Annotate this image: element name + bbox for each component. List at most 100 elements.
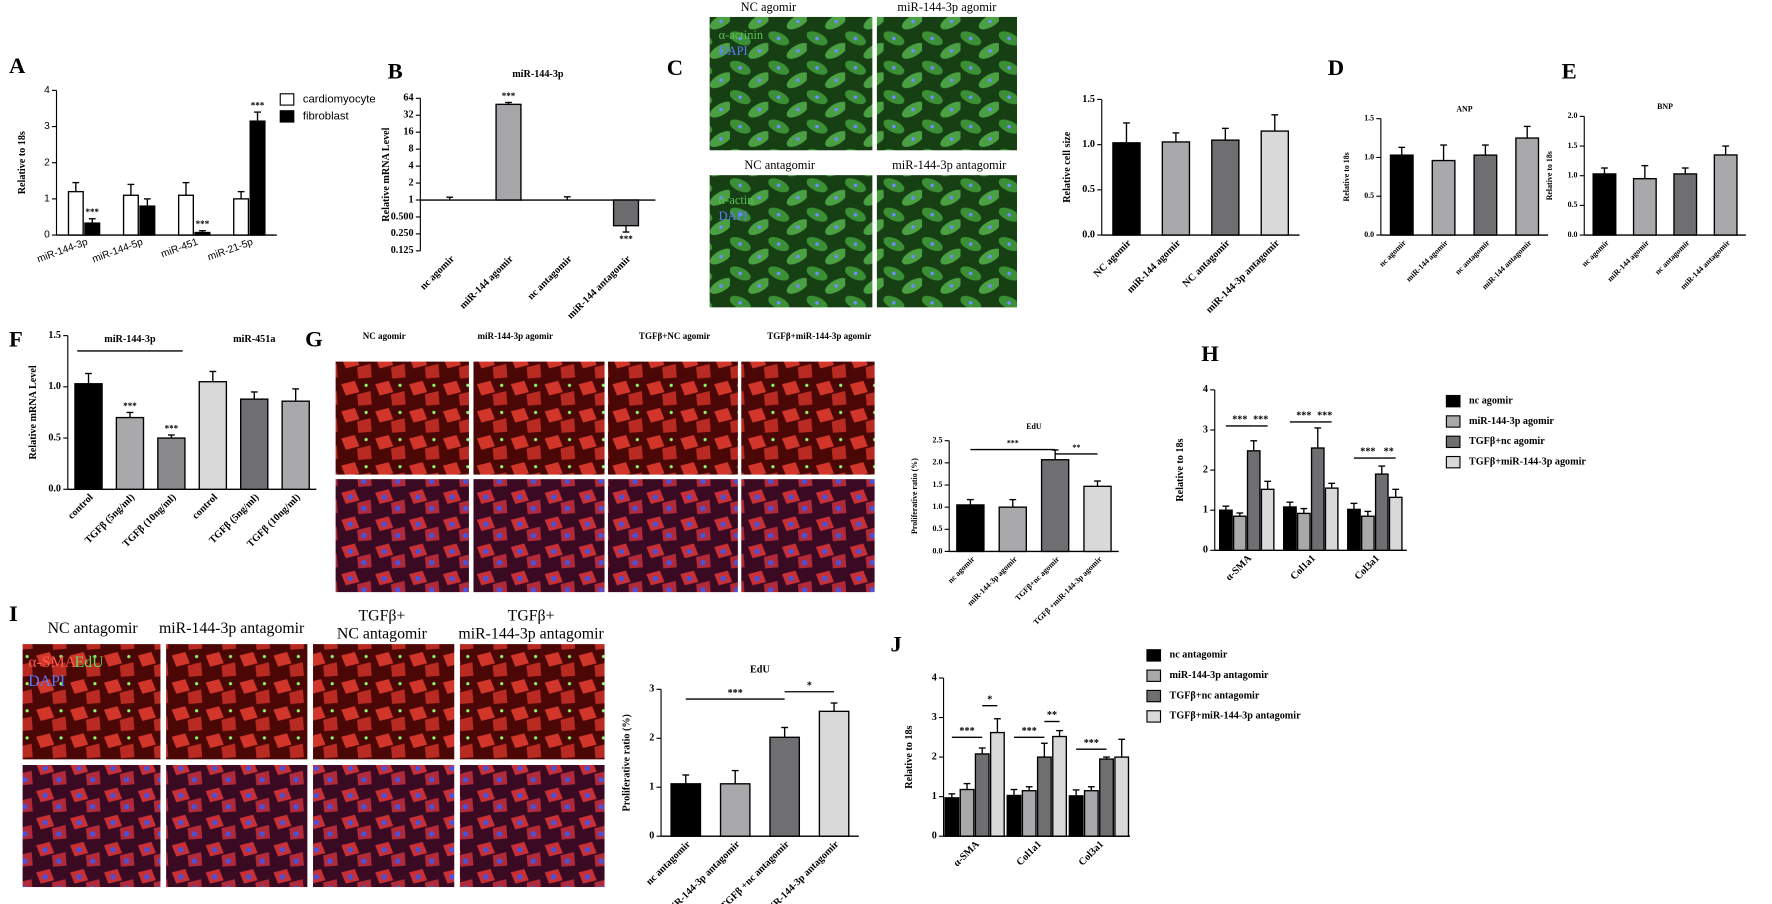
micrograph bbox=[473, 361, 605, 475]
error-bar bbox=[731, 769, 739, 784]
y-tick-label: 0 bbox=[1203, 545, 1208, 556]
x-tick-label: nc agomir bbox=[1377, 238, 1408, 269]
panel-letter: A bbox=[9, 53, 26, 78]
y-tick-label: 0.5 bbox=[1082, 184, 1095, 195]
micrograph bbox=[473, 479, 605, 593]
panel-letter: B bbox=[388, 59, 403, 84]
y-tick-label: 1 bbox=[1203, 505, 1208, 516]
error-bar bbox=[250, 391, 258, 400]
bar bbox=[1246, 450, 1261, 551]
panel-letter: C bbox=[667, 55, 683, 80]
x-tick-label: Col3a1 bbox=[1353, 553, 1382, 582]
y-tick-label: 1.0 bbox=[1082, 139, 1095, 150]
legend-swatch bbox=[1146, 689, 1162, 703]
y-tick-label: 4 bbox=[932, 672, 937, 683]
bar bbox=[233, 198, 250, 236]
micrograph bbox=[313, 644, 455, 760]
bar bbox=[249, 120, 266, 236]
y-tick-label: 2.0 bbox=[1568, 111, 1578, 120]
legend-swatch bbox=[1445, 435, 1461, 449]
significance: * bbox=[807, 680, 812, 691]
legend-label: miR-144-3p agomir bbox=[1469, 416, 1554, 427]
bar bbox=[612, 199, 640, 227]
y-tick-label: 1.0 bbox=[48, 381, 61, 392]
y-tick-label: 1 bbox=[932, 791, 937, 802]
error-bar bbox=[1350, 502, 1358, 510]
significance: *** bbox=[1232, 415, 1247, 426]
chart-title: miR-144-3p bbox=[512, 69, 564, 80]
micrograph bbox=[166, 644, 308, 760]
y-tick-label: 0 bbox=[932, 831, 937, 842]
error-bar bbox=[1087, 786, 1095, 791]
chart-title: EdU bbox=[1026, 422, 1042, 431]
x-tick-label: nc agomir bbox=[1580, 238, 1611, 269]
error-bar bbox=[1025, 786, 1033, 791]
x-tick-label: Col3a1 bbox=[1077, 839, 1106, 868]
panel-letter: I bbox=[9, 601, 18, 626]
legend-label: cardiomyocyte bbox=[303, 93, 376, 105]
error-bar bbox=[182, 181, 190, 196]
y-tick-label: 0.0 bbox=[933, 546, 943, 555]
significance: ** bbox=[1072, 443, 1080, 452]
error-bar bbox=[1094, 480, 1101, 487]
y-axis-label: Proliferative ratio (%) bbox=[621, 714, 632, 811]
error-bar bbox=[563, 196, 571, 201]
bar bbox=[1260, 130, 1290, 236]
stain-label: α-actin bbox=[719, 193, 755, 207]
significance: *** bbox=[1296, 411, 1311, 422]
significance: *** bbox=[85, 207, 99, 217]
stain-label: EdU bbox=[75, 654, 105, 671]
error-bar bbox=[966, 498, 974, 505]
error-bar bbox=[254, 111, 261, 122]
error-bar bbox=[1378, 465, 1386, 475]
panel-letter: H bbox=[1201, 341, 1219, 366]
x-tick-label: NC antagomir bbox=[1181, 237, 1233, 289]
bar bbox=[1296, 512, 1311, 551]
group-label: miR-451a bbox=[233, 334, 275, 345]
error-bar bbox=[1172, 132, 1180, 142]
x-tick-label: miR-451 bbox=[160, 237, 200, 261]
bar bbox=[1310, 447, 1325, 551]
significance: *** bbox=[1084, 738, 1099, 749]
legend-swatch bbox=[1146, 710, 1162, 723]
y-tick-label: 16 bbox=[403, 127, 413, 138]
bar bbox=[1040, 459, 1070, 553]
error-bar bbox=[1286, 501, 1294, 507]
bar bbox=[1260, 488, 1275, 551]
y-tick-label: 4 bbox=[1203, 384, 1208, 395]
significance: *** bbox=[619, 234, 633, 244]
stain-label: α-actinin bbox=[719, 28, 764, 42]
error-bar bbox=[622, 225, 630, 233]
bar bbox=[1211, 139, 1240, 236]
error-bar bbox=[1523, 125, 1531, 139]
y-tick-label: 1.5 bbox=[1364, 113, 1374, 122]
image-label: NC antagomir bbox=[337, 626, 428, 643]
x-tick-label: miR-21-5p bbox=[206, 237, 255, 264]
y-tick-label: 2 bbox=[932, 751, 937, 762]
bar bbox=[1374, 473, 1389, 551]
bar bbox=[1360, 515, 1375, 551]
error-bar bbox=[994, 718, 1001, 733]
x-tick-label: control bbox=[190, 492, 220, 522]
image-label: TGFβ+ bbox=[359, 608, 406, 625]
significance: *** bbox=[165, 423, 179, 433]
significance: *** bbox=[1007, 439, 1019, 448]
error-bar bbox=[1601, 167, 1608, 174]
chart-title: EdU bbox=[750, 664, 770, 675]
bar bbox=[1083, 790, 1099, 837]
micrograph bbox=[166, 765, 308, 888]
x-tick-label: α-SMA bbox=[952, 839, 983, 870]
micrograph bbox=[313, 765, 455, 888]
y-tick-label: 0.5 bbox=[1364, 191, 1374, 200]
micrograph bbox=[876, 175, 1017, 308]
bar bbox=[1592, 173, 1617, 236]
x-tick-label: nc antagomir bbox=[526, 253, 575, 302]
bar bbox=[818, 710, 850, 837]
y-tick-label: 1.5 bbox=[933, 480, 943, 489]
legend-swatch bbox=[279, 93, 295, 106]
error-bar bbox=[199, 230, 206, 233]
x-tick-label: TGFβ+nc agomir bbox=[1013, 554, 1061, 602]
bar bbox=[959, 788, 975, 837]
panel-letter: E bbox=[1562, 59, 1577, 84]
